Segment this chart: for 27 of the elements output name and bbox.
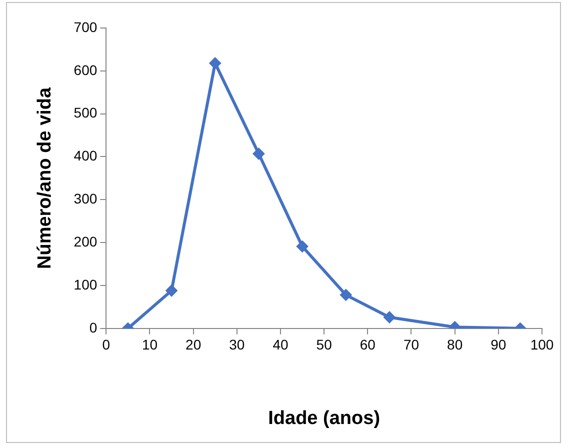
x-tick-label: 90 bbox=[490, 336, 506, 353]
x-tick-label: 20 bbox=[186, 336, 202, 353]
y-tick-label: 700 bbox=[74, 18, 98, 35]
y-tick-label: 400 bbox=[74, 148, 98, 164]
x-tick-label: 40 bbox=[272, 336, 288, 353]
x-tick-label: 0 bbox=[102, 336, 110, 353]
y-tick-label: 200 bbox=[74, 233, 98, 250]
x-tick-label: 80 bbox=[447, 336, 463, 353]
x-tick-label: 60 bbox=[360, 336, 376, 353]
x-axis-title: Idade (anos) bbox=[268, 408, 380, 429]
point bbox=[252, 148, 265, 160]
x-tick-label: 10 bbox=[142, 336, 158, 353]
point bbox=[166, 284, 178, 297]
x-tick-label: 100 bbox=[530, 336, 554, 353]
y-axis-title: Número/ano de vida bbox=[34, 86, 56, 270]
y-tick-label: 0 bbox=[89, 319, 98, 336]
x-tick-label: 70 bbox=[403, 336, 420, 353]
y-tick-label: 600 bbox=[74, 62, 98, 78]
x-tick-label: 30 bbox=[229, 336, 245, 353]
x-tick-label: 50 bbox=[316, 336, 332, 353]
y-tick-label: 100 bbox=[74, 276, 98, 292]
y-tick-label: 500 bbox=[74, 104, 98, 121]
point bbox=[383, 311, 396, 324]
y-tick-label: 300 bbox=[74, 190, 98, 207]
point bbox=[296, 240, 308, 252]
point bbox=[209, 57, 222, 70]
point bbox=[340, 288, 352, 301]
